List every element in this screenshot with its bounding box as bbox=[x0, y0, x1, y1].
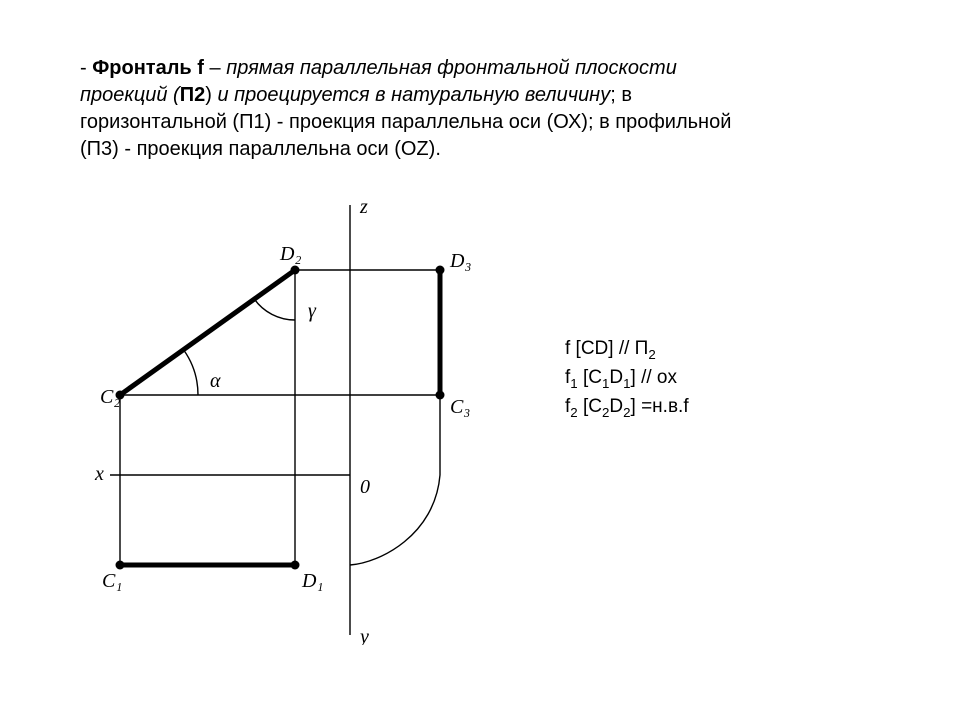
line3: горизонтальной (П1) - проекция параллель… bbox=[80, 111, 731, 133]
f1-text: f [CD] // П bbox=[565, 338, 648, 359]
svg-text:z: z bbox=[359, 196, 368, 218]
term: Фронталь f bbox=[92, 57, 204, 79]
svg-text:x: x bbox=[94, 463, 104, 485]
formula-2: f1 [C1D1] // ox bbox=[565, 364, 689, 393]
svg-text:α: α bbox=[210, 370, 221, 392]
definition-text: - Фронталь f – прямая параллельная фронт… bbox=[80, 55, 890, 163]
line1a: прямая параллельная фронтальной плоскост… bbox=[226, 57, 677, 79]
f3d: ] =н.в.f bbox=[631, 396, 689, 417]
f2c: D bbox=[609, 367, 623, 388]
prefix: - bbox=[80, 57, 92, 79]
svg-text:D₂: D₂ bbox=[279, 243, 301, 265]
dash: – bbox=[204, 57, 226, 79]
f3s3: 2 bbox=[623, 405, 630, 420]
svg-text:0: 0 bbox=[360, 476, 370, 498]
svg-text:D₃: D₃ bbox=[449, 250, 471, 272]
formula-1: f [CD] // П2 bbox=[565, 335, 689, 364]
p2: П2 bbox=[180, 84, 206, 106]
projection-diagram: C₂ D₂ D₃ C₃ C₁ D₁ z x y 0 α γ bbox=[80, 195, 520, 645]
line2c: и проецируется в натуральную величину bbox=[217, 84, 610, 106]
svg-text:C₂: C₂ bbox=[100, 386, 120, 408]
f2d: ] // ox bbox=[631, 367, 677, 388]
f1-sub: 2 bbox=[648, 347, 655, 362]
svg-text:γ: γ bbox=[308, 300, 317, 322]
svg-text:D₁: D₁ bbox=[301, 570, 323, 592]
line2a: проекций ( bbox=[80, 84, 180, 106]
formula-block: f [CD] // П2 f1 [C1D1] // ox f2 [C2D2] =… bbox=[565, 335, 689, 422]
f3s1: 2 bbox=[570, 405, 577, 420]
line2b: ) bbox=[205, 84, 217, 106]
f3b: [C bbox=[578, 396, 602, 417]
svg-text:y: y bbox=[358, 626, 369, 645]
svg-text:C₃: C₃ bbox=[450, 396, 470, 418]
f2s3: 1 bbox=[623, 376, 630, 391]
line2d: ; в bbox=[610, 84, 632, 106]
f2b: [C bbox=[578, 367, 602, 388]
f3c: D bbox=[609, 396, 623, 417]
svg-text:C₁: C₁ bbox=[102, 570, 122, 592]
line4: (П3) - проекция параллельна оси (OZ). bbox=[80, 138, 441, 160]
formula-3: f2 [C2D2] =н.в.f bbox=[565, 393, 689, 422]
f2s1: 1 bbox=[570, 376, 577, 391]
